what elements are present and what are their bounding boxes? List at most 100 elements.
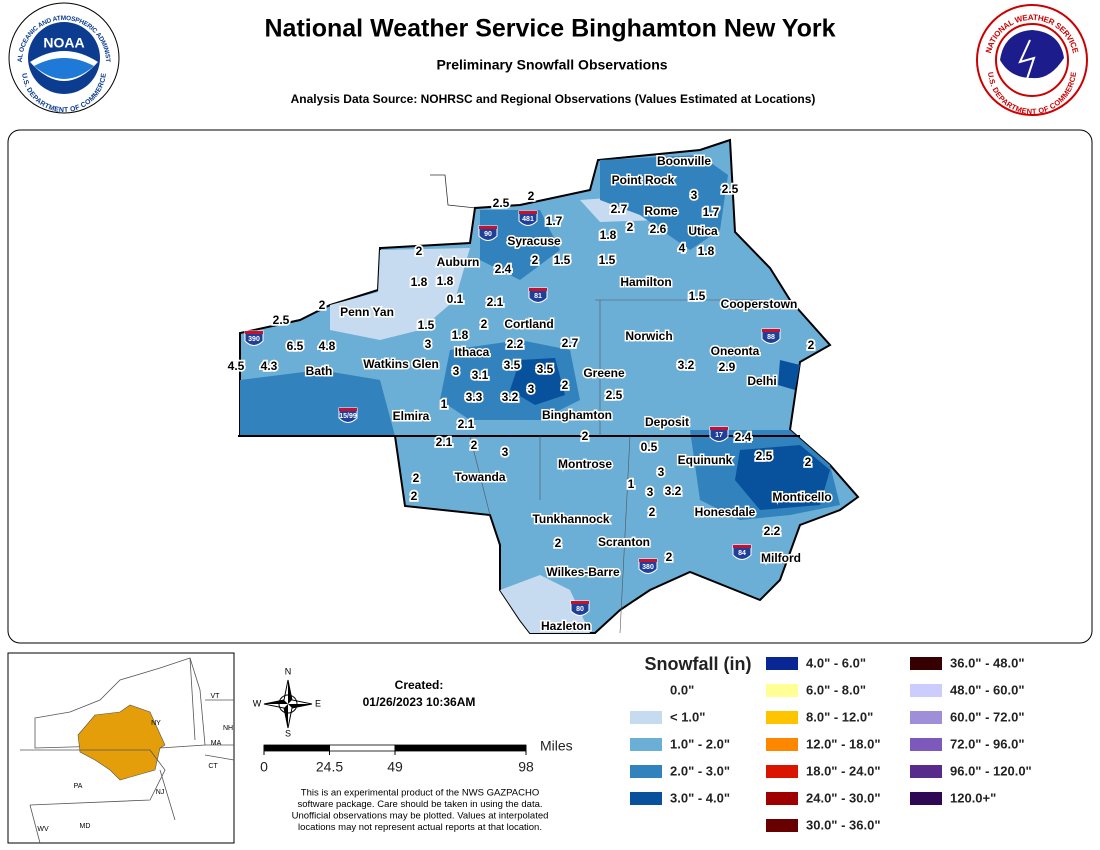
interstate-shield bbox=[518, 210, 538, 226]
observation-value: 1.5 bbox=[554, 253, 571, 267]
compass-w: W bbox=[253, 698, 262, 708]
observation-value: 3.3 bbox=[466, 390, 483, 404]
city-label: Auburn bbox=[437, 255, 480, 269]
map-labels: 481 90 81 390 15/99 88 17 84 380 80 Boonville Point… bbox=[226, 153, 833, 635]
interstate-number: 88 bbox=[767, 334, 775, 341]
compass-s: S bbox=[285, 728, 291, 738]
legend-label: 12.0" - 18.0" bbox=[806, 736, 880, 751]
city-label: Watkins Glen bbox=[363, 357, 439, 371]
observation-value: 2.7 bbox=[611, 202, 628, 216]
created-label: Created: bbox=[395, 678, 444, 692]
interstate-number: 17 bbox=[715, 432, 723, 439]
interstate-shield bbox=[244, 330, 264, 346]
city-label: Honesdale bbox=[695, 505, 756, 519]
observation-value: 1.5 bbox=[418, 318, 435, 332]
city-label: Hazleton bbox=[541, 619, 591, 633]
interstate-band bbox=[571, 601, 589, 604]
subtitle: Preliminary Snowfall Observations bbox=[436, 57, 667, 73]
compass bbox=[263, 679, 313, 729]
interstate-band bbox=[245, 331, 263, 334]
city-label: Monticello bbox=[772, 490, 831, 504]
observation-value: 3 bbox=[453, 364, 460, 378]
legend-swatch bbox=[766, 819, 798, 832]
state-label: PA bbox=[74, 783, 83, 790]
observation-value: 2.5 bbox=[722, 182, 739, 196]
observation-value: 1.8 bbox=[452, 328, 469, 342]
city-label: Delhi bbox=[747, 374, 776, 388]
legend-swatch bbox=[910, 738, 942, 751]
compass-e: E bbox=[315, 698, 321, 708]
city-label: Point Rock bbox=[612, 173, 675, 187]
observation-value: 2 bbox=[582, 429, 589, 443]
city-label: Utica bbox=[688, 224, 718, 238]
legend-swatch bbox=[630, 711, 662, 724]
legend-label: 24.0" - 30.0" bbox=[806, 790, 880, 805]
city-label: Montrose bbox=[558, 457, 612, 471]
interstate-number: 81 bbox=[534, 293, 542, 300]
city-label: Cortland bbox=[504, 317, 553, 331]
legend-label: 1.0" - 2.0" bbox=[670, 736, 730, 751]
legend-label: 4.0" - 6.0" bbox=[806, 655, 866, 670]
interstate-band bbox=[519, 211, 537, 214]
observation-value: 1.8 bbox=[698, 244, 715, 258]
city-label: Cooperstown bbox=[721, 297, 798, 311]
observation-value: 0.1 bbox=[447, 292, 464, 306]
city-label: Equinunk bbox=[678, 453, 733, 467]
disclaimer-line: software package. Care should be taken i… bbox=[297, 799, 542, 810]
observation-value: 3.2 bbox=[502, 390, 519, 404]
state-label: MA bbox=[211, 740, 222, 747]
observation-value: 2.1 bbox=[487, 295, 504, 309]
observation-value: 2.5 bbox=[273, 313, 290, 327]
interstate-number: 390 bbox=[248, 336, 260, 343]
state-label: VT bbox=[211, 693, 221, 700]
city-label: Penn Yan bbox=[340, 305, 394, 319]
observation-value: 4.8 bbox=[319, 339, 336, 353]
map-region bbox=[238, 138, 860, 634]
observation-value: 1.7 bbox=[546, 214, 563, 228]
observation-value: 4.5 bbox=[228, 359, 245, 373]
city-label: Syracuse bbox=[507, 234, 561, 248]
observation-value: 0.5 bbox=[641, 440, 658, 454]
observation-value: 1 bbox=[628, 477, 635, 491]
observation-value: 2 bbox=[416, 244, 423, 258]
city-label: Greene bbox=[583, 366, 625, 380]
observation-value: 1.8 bbox=[411, 275, 428, 289]
legend: 0.0" < 1.0" 1.0" - 2.0" 2.0" - 3.0" 3.0" - 4… bbox=[629, 655, 1032, 832]
city-label: Boonville bbox=[657, 154, 711, 168]
observation-value: 1.7 bbox=[703, 205, 720, 219]
legend-label: 3.0" - 4.0" bbox=[670, 790, 730, 805]
interstate-number: 481 bbox=[522, 216, 534, 223]
nws-logo: NATIONAL WEATHER SERVICE U.S. DEPARTMENT… bbox=[976, 4, 1088, 116]
scale-segment bbox=[329, 744, 396, 752]
legend-swatch bbox=[630, 792, 662, 805]
scale-bar: 0 24.5 49 98 bbox=[260, 744, 534, 775]
observation-value: 3 bbox=[658, 465, 665, 479]
observation-value: 2 bbox=[649, 505, 656, 519]
observation-value: 2 bbox=[666, 550, 673, 564]
observation-value: 2 bbox=[562, 378, 569, 392]
observation-value: 2.1 bbox=[436, 435, 453, 449]
city-label: Wilkes-Barre bbox=[546, 565, 620, 579]
city-label: Scranton bbox=[598, 535, 650, 549]
legend-swatch bbox=[766, 765, 798, 778]
legend-label: 48.0" - 60.0" bbox=[950, 682, 1024, 697]
legend-label: 72.0" - 96.0" bbox=[950, 736, 1024, 751]
legend-title: Snowfall (in) bbox=[645, 654, 752, 674]
interstate-shield bbox=[478, 225, 498, 241]
compass-n: N bbox=[285, 666, 292, 676]
legend-swatch bbox=[630, 765, 662, 778]
interstate-band bbox=[710, 427, 728, 430]
interstate-band bbox=[529, 288, 547, 291]
observation-value: 2 bbox=[808, 338, 815, 352]
state-label: WV bbox=[37, 826, 49, 833]
observation-value: 1.5 bbox=[689, 289, 706, 303]
interstate-band bbox=[479, 226, 497, 229]
disclaimer-line: This is an experimental product of the N… bbox=[301, 788, 539, 799]
observation-value: 2.7 bbox=[562, 336, 579, 350]
interstate-number: 380 bbox=[642, 564, 654, 571]
title: National Weather Service Binghamton New … bbox=[265, 15, 836, 43]
observation-value: 2.6 bbox=[650, 222, 667, 236]
observation-value: 2 bbox=[411, 489, 418, 503]
legend-swatch bbox=[910, 684, 942, 697]
